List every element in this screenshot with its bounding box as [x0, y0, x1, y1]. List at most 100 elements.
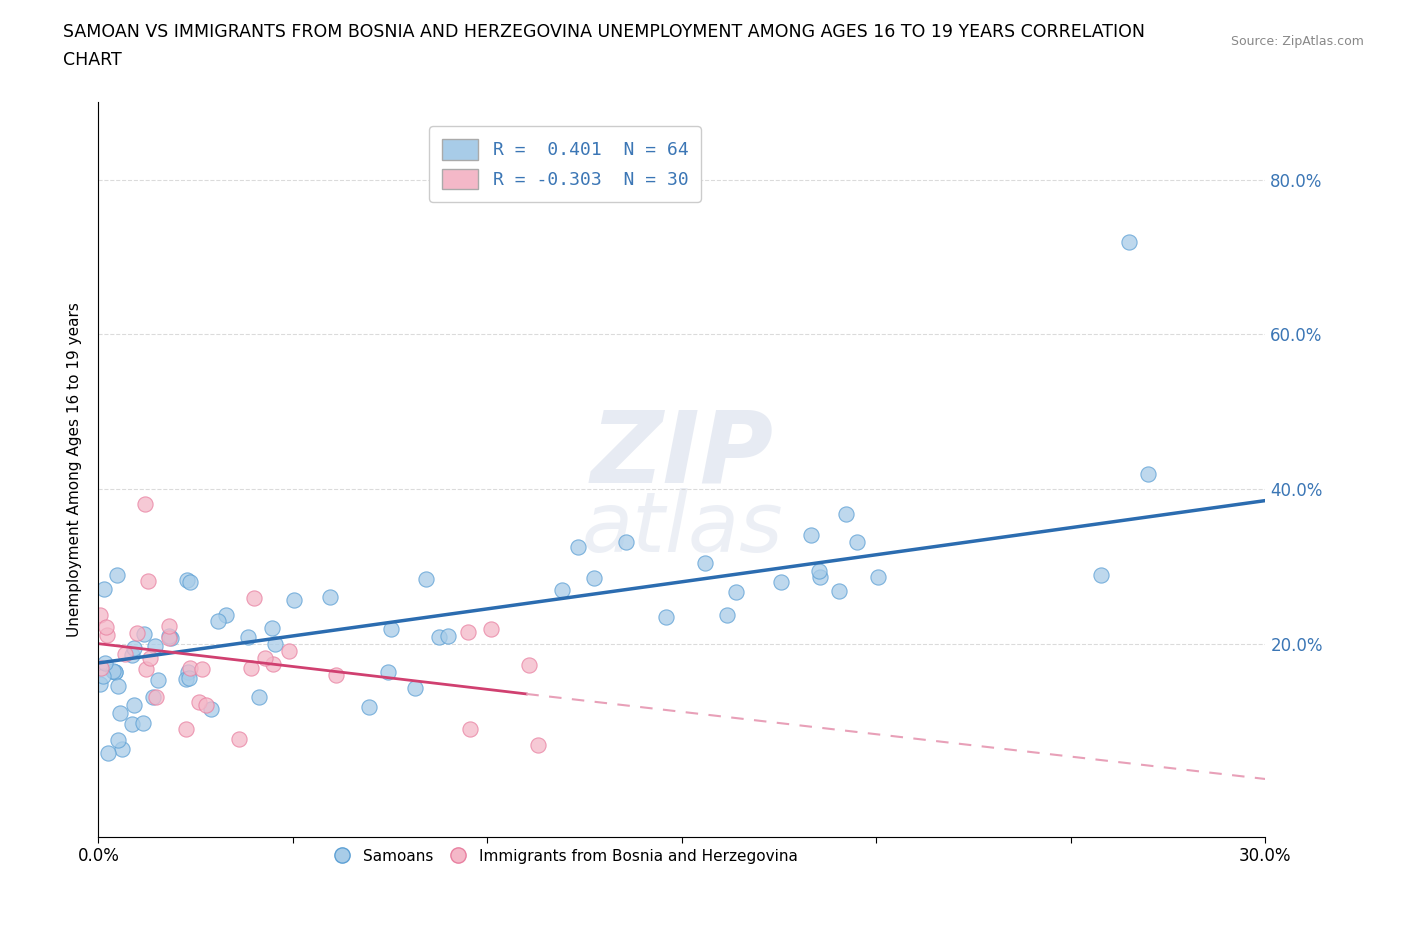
Point — [176, 573, 198, 588]
Point — [437, 629, 460, 644]
Point — [567, 539, 589, 554]
Y-axis label: Unemployment Among Ages 16 to 19 years: Unemployment Among Ages 16 to 19 years — [67, 302, 83, 637]
Point — [527, 737, 550, 752]
Point — [835, 506, 858, 521]
Point — [319, 589, 342, 604]
Point — [143, 639, 166, 654]
Point — [427, 630, 450, 644]
Point — [157, 629, 180, 644]
Point — [177, 665, 200, 680]
Point — [174, 722, 197, 737]
Point — [247, 690, 270, 705]
Point — [828, 584, 851, 599]
Point — [254, 651, 277, 666]
Point — [262, 620, 284, 635]
Point — [200, 701, 222, 716]
Point — [262, 657, 284, 671]
Point — [122, 698, 145, 712]
Point — [655, 610, 678, 625]
Point — [134, 497, 156, 512]
Point — [96, 619, 118, 634]
Point — [105, 567, 128, 582]
Point — [380, 621, 402, 636]
Point — [179, 575, 201, 590]
Point — [264, 636, 287, 651]
Point — [132, 715, 155, 730]
Point — [91, 669, 114, 684]
Point — [868, 569, 890, 584]
Text: SAMOAN VS IMMIGRANTS FROM BOSNIA AND HERZEGOVINA UNEMPLOYMENT AMONG AGES 16 TO 1: SAMOAN VS IMMIGRANTS FROM BOSNIA AND HER… — [63, 23, 1146, 41]
Point — [357, 699, 380, 714]
Point — [377, 664, 399, 679]
Point — [277, 644, 299, 658]
Point — [1090, 567, 1112, 582]
Point — [97, 745, 120, 760]
Point — [93, 581, 115, 596]
Point — [157, 619, 180, 634]
Point — [846, 535, 869, 550]
Point — [808, 564, 831, 578]
Text: atlas: atlas — [581, 488, 783, 569]
Point — [89, 677, 111, 692]
Point — [159, 631, 181, 645]
Point — [479, 621, 502, 636]
Point — [769, 575, 792, 590]
Point — [174, 671, 197, 686]
Point — [108, 706, 131, 721]
Point — [693, 556, 716, 571]
Point — [104, 664, 127, 679]
Point — [716, 607, 738, 622]
Point — [228, 732, 250, 747]
Text: CHART: CHART — [63, 51, 122, 69]
Point — [808, 569, 831, 584]
Point — [458, 722, 481, 737]
Point — [283, 592, 305, 607]
Point — [404, 680, 426, 695]
Point — [114, 646, 136, 661]
Point — [415, 572, 437, 587]
Point — [90, 660, 112, 675]
Point — [1137, 466, 1160, 481]
Point — [142, 690, 165, 705]
Point — [457, 625, 479, 640]
Point — [1118, 234, 1140, 249]
Point — [121, 716, 143, 731]
Point — [236, 630, 259, 644]
Point — [215, 607, 238, 622]
Text: ZIP: ZIP — [591, 406, 773, 503]
Point — [159, 631, 181, 645]
Point — [89, 607, 111, 622]
Point — [190, 661, 212, 676]
Point — [195, 698, 218, 712]
Point — [122, 641, 145, 656]
Point — [800, 528, 823, 543]
Point — [583, 571, 606, 586]
Point — [121, 647, 143, 662]
Point — [517, 658, 540, 672]
Point — [101, 664, 124, 679]
Point — [551, 583, 574, 598]
Point — [111, 741, 134, 756]
Point — [132, 626, 155, 641]
Point — [145, 689, 167, 704]
Point — [179, 660, 201, 675]
Text: Source: ZipAtlas.com: Source: ZipAtlas.com — [1230, 35, 1364, 48]
Point — [94, 656, 117, 671]
Point — [139, 651, 162, 666]
Point — [107, 733, 129, 748]
Point — [104, 664, 127, 679]
Point — [179, 671, 201, 685]
Point — [187, 695, 209, 710]
Legend: Samoans, Immigrants from Bosnia and Herzegovina: Samoans, Immigrants from Bosnia and Herz… — [326, 843, 804, 870]
Point — [725, 585, 748, 600]
Point — [207, 614, 229, 629]
Point — [135, 662, 157, 677]
Point — [240, 661, 263, 676]
Point — [614, 534, 637, 549]
Point — [243, 591, 266, 605]
Point — [127, 626, 149, 641]
Point — [107, 679, 129, 694]
Point — [325, 668, 347, 683]
Point — [96, 627, 118, 642]
Point — [136, 574, 159, 589]
